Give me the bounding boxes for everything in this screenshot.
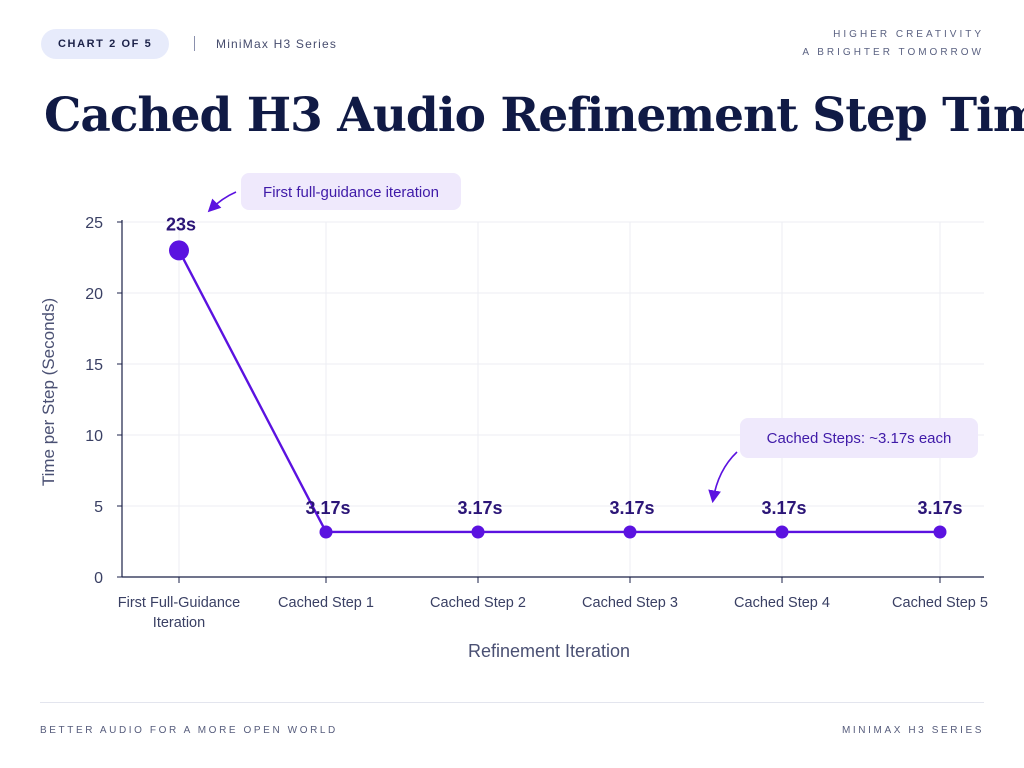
header-divider xyxy=(194,36,195,51)
data-label: 23s xyxy=(166,214,196,234)
footer-series: MINIMAX H3 SERIES xyxy=(842,725,984,736)
data-label: 3.17s xyxy=(761,498,806,518)
data-point xyxy=(319,525,333,539)
x-tick-label: Cached Step 4 xyxy=(734,595,830,611)
footer-divider xyxy=(40,702,984,703)
x-tick-label: Cached Step 3 xyxy=(582,595,678,611)
callout-text: First full-guidance iteration xyxy=(263,184,439,201)
series-line xyxy=(177,249,940,534)
chart-counter-badge: CHART 2 OF 5 xyxy=(41,29,170,59)
y-tick-label: 5 xyxy=(94,499,103,516)
data-label: 3.17s xyxy=(917,498,962,518)
y-tick-label: 25 xyxy=(85,215,103,232)
data-point xyxy=(169,240,189,261)
footer-slogan: BETTER AUDIO FOR A MORE OPEN WORLD xyxy=(40,725,338,736)
data-label: 3.17s xyxy=(457,498,502,518)
x-tick-label: Iteration xyxy=(153,615,205,631)
data-point xyxy=(623,525,637,539)
x-axis-title: Refinement Iteration xyxy=(468,641,630,661)
tagline: HIGHER CREATIVITY A BRIGHTER TOMORROW xyxy=(802,26,984,62)
data-label: 3.17s xyxy=(305,498,350,518)
y-tick-label: 15 xyxy=(85,357,103,374)
data-point xyxy=(933,525,947,539)
callout-arrow xyxy=(708,451,738,504)
callout-arrow xyxy=(207,191,237,213)
tagline-line-2: A BRIGHTER TOMORROW xyxy=(802,47,984,58)
x-tick-label: First Full-Guidance xyxy=(118,595,240,611)
y-tick-label: 0 xyxy=(94,570,103,587)
data-point xyxy=(471,525,485,539)
y-tick-label: 20 xyxy=(85,286,103,303)
chart-title: Cached H3 Audio Refinement Step Time xyxy=(44,88,1024,143)
line-chart: 0 5 10 15 20 25 First Full-Guidance Iteration Ca… xyxy=(39,173,988,661)
y-tick-label: 10 xyxy=(85,428,103,445)
callout-box xyxy=(241,173,461,210)
callout-box xyxy=(740,418,978,458)
x-tick-label: Cached Step 5 xyxy=(892,595,988,611)
series-name: MiniMax H3 Series xyxy=(216,37,338,51)
data-label: 3.17s xyxy=(609,498,654,518)
callout-text: Cached Steps: ~3.17s each xyxy=(767,430,952,447)
data-point xyxy=(775,525,789,539)
tagline-line-1: HIGHER CREATIVITY xyxy=(833,29,984,40)
x-tick-label: Cached Step 2 xyxy=(430,595,526,611)
y-axis-title: Time per Step (Seconds) xyxy=(39,298,58,486)
x-tick-label: Cached Step 1 xyxy=(278,595,374,611)
